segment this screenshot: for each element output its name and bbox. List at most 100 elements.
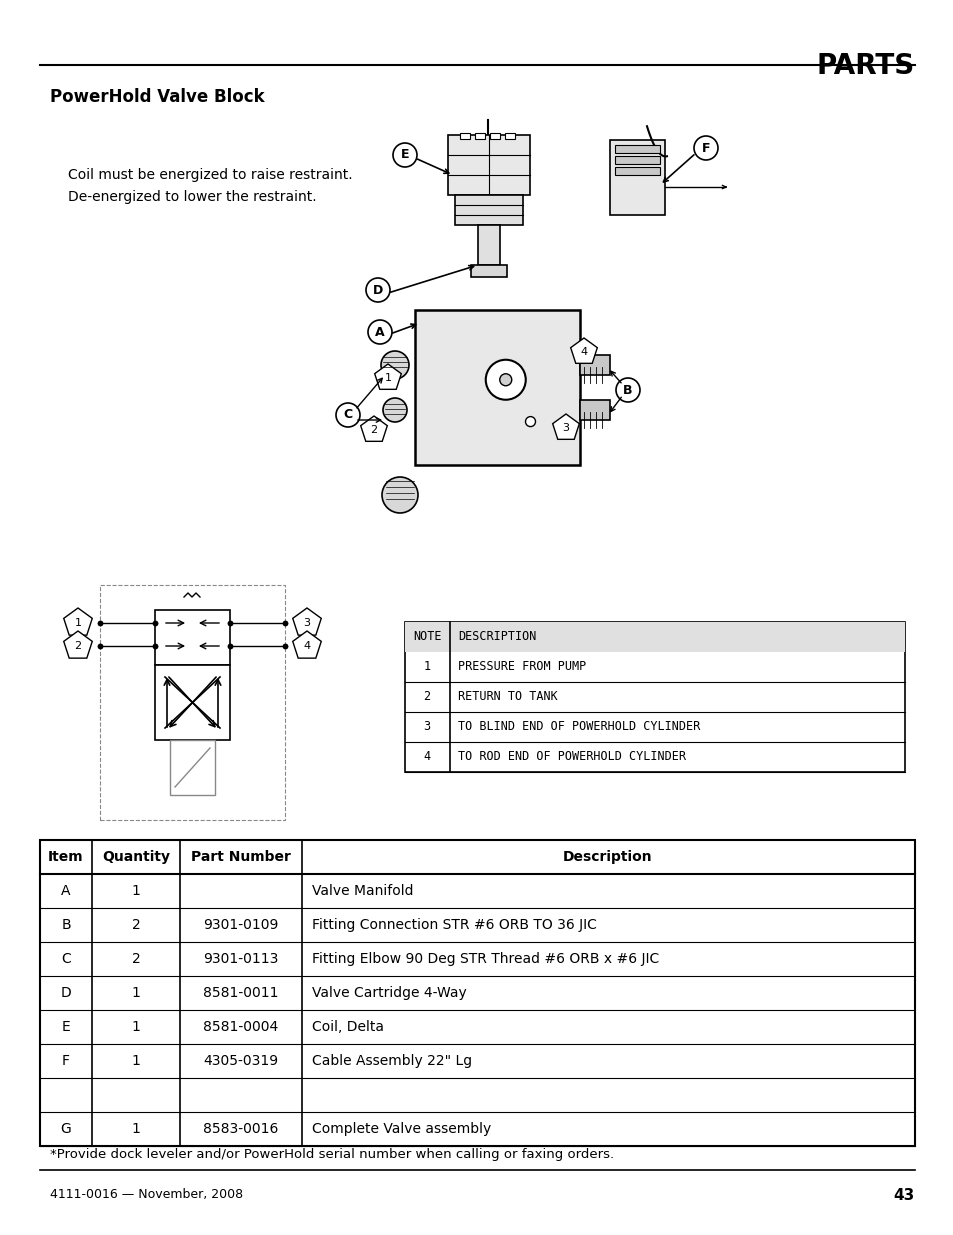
- Text: Coil, Delta: Coil, Delta: [312, 1020, 384, 1034]
- Text: DESCRIPTION: DESCRIPTION: [457, 631, 536, 643]
- Circle shape: [380, 351, 409, 379]
- Circle shape: [499, 374, 511, 385]
- Polygon shape: [293, 608, 321, 635]
- Text: PowerHold Valve Block: PowerHold Valve Block: [50, 88, 264, 106]
- Text: G: G: [61, 1123, 71, 1136]
- Text: 1: 1: [74, 618, 81, 629]
- Bar: [405, 622, 904, 652]
- Text: 8583-0016: 8583-0016: [203, 1123, 278, 1136]
- Text: RETURN TO TANK: RETURN TO TANK: [457, 690, 558, 704]
- Bar: [154, 664, 230, 740]
- Circle shape: [525, 416, 535, 426]
- Circle shape: [616, 378, 639, 403]
- Circle shape: [693, 136, 718, 161]
- Circle shape: [485, 359, 525, 400]
- Text: NOTE: NOTE: [413, 631, 441, 643]
- Polygon shape: [552, 414, 578, 440]
- Text: B: B: [622, 384, 632, 396]
- Bar: [459, 133, 470, 140]
- Text: Quantity: Quantity: [102, 850, 170, 864]
- Text: *Provide dock leveler and/or PowerHold serial number when calling or faxing orde: *Provide dock leveler and/or PowerHold s…: [50, 1149, 614, 1161]
- Bar: [475, 133, 484, 140]
- Text: Coil must be energized to raise restraint.
De-energized to lower the restraint.: Coil must be energized to raise restrain…: [68, 168, 353, 204]
- Bar: [579, 400, 609, 420]
- Polygon shape: [293, 631, 321, 658]
- Bar: [471, 266, 506, 277]
- Circle shape: [335, 403, 359, 427]
- Text: Fitting Elbow 90 Deg STR Thread #6 ORB x #6 JIC: Fitting Elbow 90 Deg STR Thread #6 ORB x…: [312, 952, 659, 966]
- Text: 1: 1: [132, 1123, 140, 1136]
- Text: Fitting Connection STR #6 ORB TO 36 JIC: Fitting Connection STR #6 ORB TO 36 JIC: [312, 918, 597, 932]
- Bar: [579, 354, 609, 375]
- Text: 4: 4: [579, 347, 587, 357]
- Text: A: A: [61, 884, 71, 898]
- Text: F: F: [701, 142, 709, 154]
- Text: PRESSURE FROM PUMP: PRESSURE FROM PUMP: [457, 661, 586, 673]
- Text: Item: Item: [49, 850, 84, 864]
- Bar: [154, 610, 230, 664]
- Text: 2: 2: [74, 641, 81, 651]
- Text: PARTS: PARTS: [816, 52, 914, 80]
- Text: TO ROD END OF POWERHOLD CYLINDER: TO ROD END OF POWERHOLD CYLINDER: [457, 751, 685, 763]
- Circle shape: [381, 477, 417, 513]
- Text: 1: 1: [132, 986, 140, 1000]
- Text: 1: 1: [132, 1020, 140, 1034]
- Bar: [609, 140, 664, 215]
- Text: C: C: [343, 409, 353, 421]
- Text: Description: Description: [562, 850, 652, 864]
- Text: 4: 4: [303, 641, 311, 651]
- Bar: [615, 167, 659, 175]
- Circle shape: [368, 320, 392, 345]
- Bar: [170, 740, 214, 795]
- Text: Valve Cartridge 4-Way: Valve Cartridge 4-Way: [312, 986, 466, 1000]
- Polygon shape: [375, 364, 401, 389]
- Text: E: E: [62, 1020, 71, 1034]
- Text: Valve Manifold: Valve Manifold: [312, 884, 413, 898]
- Text: D: D: [373, 284, 383, 296]
- Bar: [415, 310, 579, 466]
- Text: C: C: [61, 952, 71, 966]
- Polygon shape: [570, 338, 597, 363]
- Bar: [615, 156, 659, 164]
- Text: Complete Valve assembly: Complete Valve assembly: [312, 1123, 491, 1136]
- Polygon shape: [64, 631, 92, 658]
- Polygon shape: [64, 608, 92, 635]
- Bar: [405, 622, 904, 772]
- Text: 8581-0011: 8581-0011: [203, 986, 278, 1000]
- Text: TO BLIND END OF POWERHOLD CYLINDER: TO BLIND END OF POWERHOLD CYLINDER: [457, 720, 700, 734]
- Text: 9301-0109: 9301-0109: [203, 918, 278, 932]
- Text: B: B: [61, 918, 71, 932]
- Text: Part Number: Part Number: [191, 850, 291, 864]
- Circle shape: [393, 143, 416, 167]
- Text: 3: 3: [423, 720, 430, 734]
- Text: 1: 1: [132, 884, 140, 898]
- Text: 1: 1: [384, 373, 391, 383]
- Text: F: F: [62, 1053, 70, 1068]
- Text: 3: 3: [303, 618, 310, 629]
- Bar: [615, 144, 659, 153]
- Text: 2: 2: [370, 425, 377, 435]
- Text: 2: 2: [423, 690, 430, 704]
- Text: 9301-0113: 9301-0113: [203, 952, 278, 966]
- Polygon shape: [360, 416, 387, 441]
- Text: 43: 43: [893, 1188, 914, 1203]
- Text: D: D: [61, 986, 71, 1000]
- Bar: [40, 840, 914, 1146]
- Bar: [455, 195, 522, 225]
- Text: 4111-0016 — November, 2008: 4111-0016 — November, 2008: [50, 1188, 243, 1200]
- Bar: [490, 133, 499, 140]
- Bar: [448, 135, 530, 195]
- Text: 2: 2: [132, 952, 140, 966]
- Text: 8581-0004: 8581-0004: [203, 1020, 278, 1034]
- Bar: [100, 585, 285, 820]
- Bar: [504, 133, 515, 140]
- Circle shape: [366, 278, 390, 303]
- Text: 4305-0319: 4305-0319: [203, 1053, 278, 1068]
- Text: 1: 1: [423, 661, 430, 673]
- Bar: [477, 225, 499, 266]
- Text: 1: 1: [132, 1053, 140, 1068]
- Circle shape: [382, 398, 407, 422]
- Text: A: A: [375, 326, 384, 338]
- Text: E: E: [400, 148, 409, 162]
- Text: 3: 3: [562, 424, 569, 433]
